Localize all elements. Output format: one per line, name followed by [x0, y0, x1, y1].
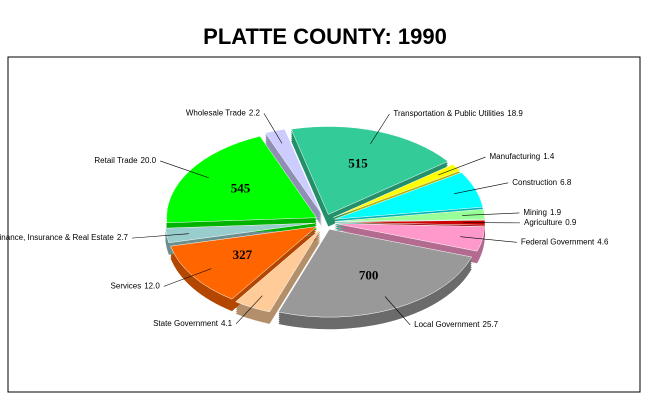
slice-label: Retail Trade 20.0 — [94, 156, 156, 165]
leader-line — [462, 212, 520, 216]
category-label: Federal Government — [521, 237, 595, 246]
slice-label: Agriculture 0.9 — [524, 218, 577, 227]
leader-line — [460, 236, 517, 243]
slice-label: State Government 4.1 — [153, 319, 233, 328]
frame — [7, 56, 641, 393]
count-label: 515 — [348, 156, 368, 171]
value-label: 0.9 — [565, 218, 577, 227]
slice-label: Construction 6.8 — [512, 178, 572, 187]
leader-line — [160, 160, 209, 179]
count-label: 327 — [233, 247, 253, 262]
pie — [165, 126, 486, 330]
leader-line — [235, 295, 263, 325]
leader-line — [454, 182, 509, 194]
category-label: Construction — [512, 178, 557, 187]
count-label: 545 — [231, 181, 251, 196]
value-label: 6.8 — [560, 178, 572, 187]
category-label: Agriculture — [524, 218, 563, 227]
leader-line — [384, 296, 411, 326]
category-label: Wholesale Trade — [186, 108, 247, 117]
slice-label: Mining 1.9 — [523, 208, 561, 217]
slice-label: Manufacturing 1.4 — [490, 152, 555, 161]
slice — [235, 228, 321, 313]
slice — [290, 126, 449, 215]
slice — [166, 135, 318, 224]
slice-label: Federal Government 4.6 — [521, 237, 609, 246]
leader-line — [131, 233, 189, 239]
slice-label: Local Government 25.7 — [414, 320, 498, 329]
leader-line — [370, 113, 390, 145]
value-label: 4.6 — [597, 237, 609, 246]
slice — [278, 228, 473, 318]
category-label: Finance, Insurance & Real Estate — [0, 233, 114, 242]
category-label: Retail Trade — [94, 156, 138, 165]
category-label: Local Government — [414, 320, 480, 329]
value-label: 12.0 — [144, 281, 160, 290]
value-label: 25.7 — [483, 320, 499, 329]
value-label: 20.0 — [141, 156, 157, 165]
value-label: 1.9 — [550, 208, 562, 217]
leader-line — [163, 268, 212, 287]
slice — [333, 164, 461, 218]
slice — [170, 226, 318, 300]
category-label: State Government — [153, 319, 219, 328]
value-label: 1.4 — [543, 152, 555, 161]
slice-label: Services 12.0 — [111, 281, 161, 290]
leader-line — [263, 113, 283, 144]
category-label: Manufacturing — [490, 152, 541, 161]
value-label: 2.2 — [249, 108, 261, 117]
chart-title: PLATTE COUNTY: 1990 — [203, 24, 447, 49]
leader-line — [438, 156, 486, 176]
category-label: Services — [111, 281, 142, 290]
value-label: 2.7 — [117, 233, 129, 242]
slice-label: Transportation & Public Utilities 18.9 — [393, 109, 523, 118]
slice-label: Wholesale Trade 2.2 — [186, 108, 261, 117]
category-label: Transportation & Public Utilities — [393, 109, 504, 118]
category-label: Mining — [523, 208, 547, 217]
slice — [264, 128, 323, 215]
value-label: 18.9 — [507, 109, 523, 118]
slice-label: Finance, Insurance & Real Estate 2.7 — [0, 233, 128, 242]
value-label: 4.1 — [221, 319, 233, 328]
count-label: 700 — [359, 268, 379, 283]
